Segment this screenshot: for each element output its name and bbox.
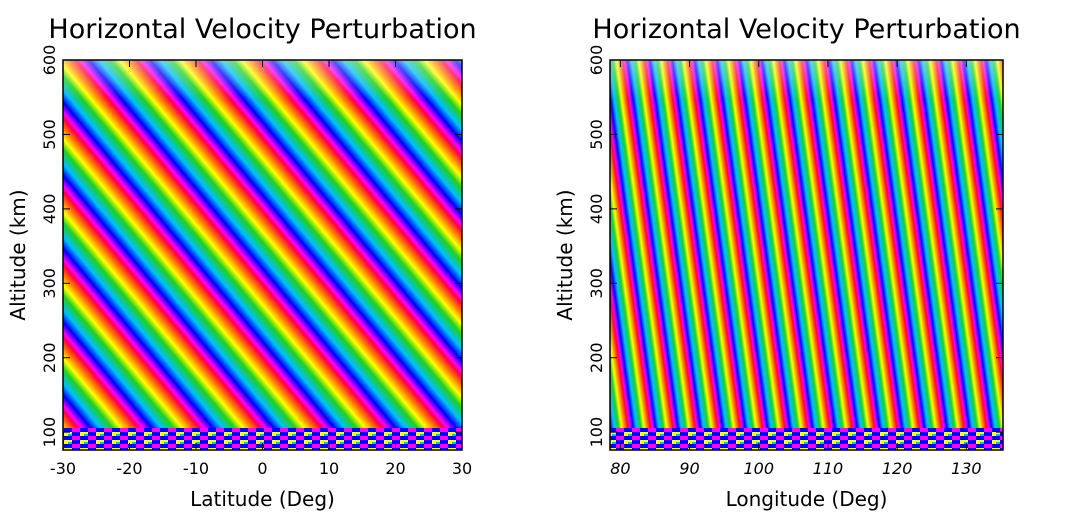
y-tick-label: 200 — [40, 342, 59, 373]
y-tick-label: 400 — [587, 194, 606, 225]
y-tick-label: 300 — [587, 268, 606, 299]
heatmap-field — [63, 60, 462, 450]
x-tick-label: 10 — [319, 459, 339, 478]
x-tick-label: 120 — [882, 459, 913, 478]
y-tick-label: 400 — [40, 194, 59, 225]
y-tick-label: 600 — [40, 45, 59, 76]
x-tick-label: 0 — [257, 459, 267, 478]
y-tick-label: 100 — [587, 417, 606, 448]
x-tick-label: 110 — [813, 459, 844, 478]
y-tick-label: 100 — [40, 417, 59, 448]
x-tick-label: 80 — [610, 459, 630, 478]
panel: Horizontal Velocity Perturbation Longitud… — [553, 14, 1021, 511]
chart-title: Horizontal Velocity Perturbation — [48, 14, 476, 45]
x-tick-label: 20 — [385, 459, 405, 478]
plot-frame — [609, 59, 1004, 451]
y-axis-label: Altitude (km) — [553, 189, 577, 320]
x-tick-label: 30 — [452, 459, 472, 478]
y-axis-label: Altitude (km) — [6, 189, 30, 320]
x-axis-label: Latitude (Deg) — [190, 487, 335, 511]
y-tick-label: 600 — [587, 45, 606, 76]
y-tick-label: 200 — [587, 342, 606, 373]
y-tick-label: 500 — [587, 119, 606, 150]
chart-title: Horizontal Velocity Perturbation — [592, 14, 1020, 45]
x-tick-label: -30 — [50, 459, 76, 478]
x-tick-label: -20 — [116, 459, 142, 478]
heatmap-lower-band — [63, 428, 462, 450]
x-tick-label: -10 — [183, 459, 209, 478]
heatmap-field — [610, 60, 1003, 450]
panel: Horizontal Velocity Perturbation Latitude… — [6, 14, 477, 511]
x-axis-label: Longitude (Deg) — [726, 487, 888, 511]
x-tick-label: 130 — [951, 459, 982, 478]
y-tick-label: 300 — [40, 268, 59, 299]
heatmap-lower-band — [610, 428, 1003, 450]
heatmap-fade — [610, 60, 1003, 100]
x-tick-label: 100 — [743, 459, 774, 478]
y-tick-label: 500 — [40, 119, 59, 150]
x-tick-label: 90 — [679, 459, 699, 478]
